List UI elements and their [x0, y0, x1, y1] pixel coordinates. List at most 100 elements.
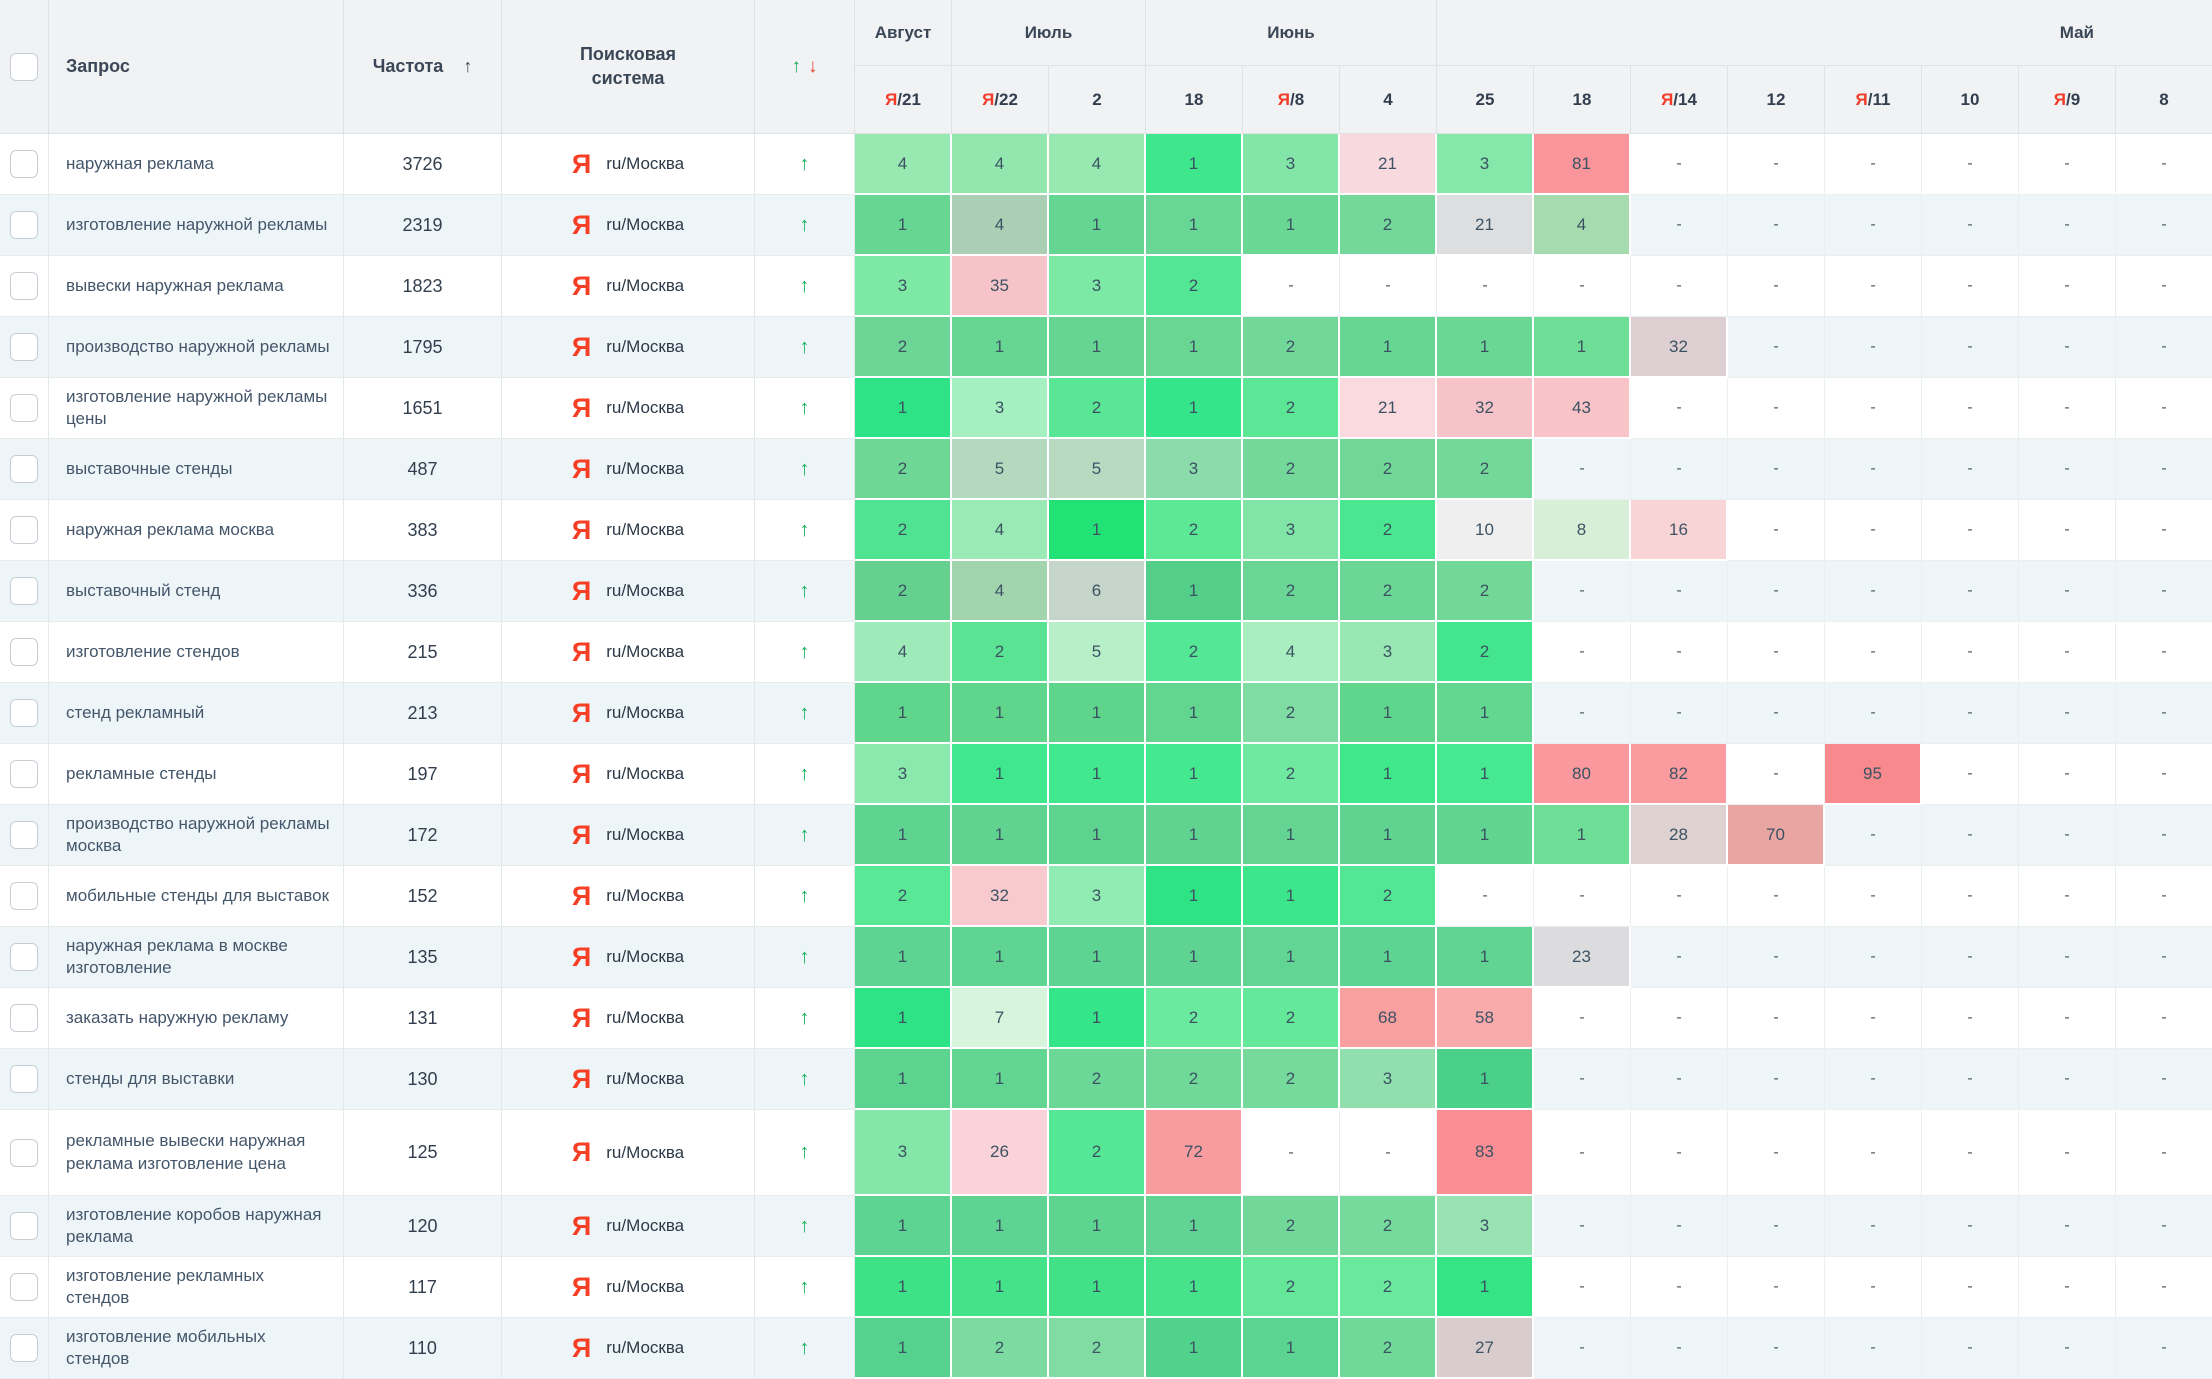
- query-cell[interactable]: выставочные стенды: [49, 439, 344, 500]
- date-column-header[interactable]: 12: [1728, 66, 1825, 134]
- trend-cell: ↑: [755, 134, 855, 195]
- row-checkbox[interactable]: [10, 821, 38, 849]
- frequency-cell: 110: [344, 1318, 502, 1379]
- query-cell[interactable]: выставочный стенд: [49, 561, 344, 622]
- query-cell[interactable]: изготовление коробов наружная реклама: [49, 1196, 344, 1257]
- query-cell[interactable]: мобильные стенды для выставок: [49, 866, 344, 927]
- date-column-header[interactable]: 25: [1437, 66, 1534, 134]
- row-checkbox[interactable]: [10, 516, 38, 544]
- date-column-header[interactable]: Я/9: [2019, 66, 2116, 134]
- query-cell[interactable]: наружная реклама москва: [49, 500, 344, 561]
- row-checkbox[interactable]: [10, 272, 38, 300]
- trend-cell: ↑: [755, 622, 855, 683]
- date-column-header[interactable]: Я/14: [1631, 66, 1728, 134]
- query-cell[interactable]: производство наружной рекламы москва: [49, 805, 344, 866]
- query-cell[interactable]: наружная реклама: [49, 134, 344, 195]
- row-checkbox[interactable]: [10, 211, 38, 239]
- frequency-cell: 1795: [344, 317, 502, 378]
- query-cell[interactable]: изготовление мобильных стендов: [49, 1318, 344, 1379]
- query-cell[interactable]: стенд рекламный: [49, 683, 344, 744]
- row-checkbox[interactable]: [10, 1273, 38, 1301]
- trend-cell: ↑: [755, 866, 855, 927]
- frequency-cell: 117: [344, 1257, 502, 1318]
- position-cell: 1: [952, 317, 1049, 378]
- position-cell: 1: [855, 927, 952, 988]
- row-checkbox[interactable]: [10, 699, 38, 727]
- query-cell[interactable]: изготовление стендов: [49, 622, 344, 683]
- position-cell: 3: [1340, 622, 1437, 683]
- position-cell: 1: [1340, 744, 1437, 805]
- query-cell[interactable]: вывески наружная реклама: [49, 256, 344, 317]
- date-column-header[interactable]: 18: [1146, 66, 1243, 134]
- date-column-header[interactable]: 4: [1340, 66, 1437, 134]
- column-header-query[interactable]: Запрос: [49, 0, 344, 134]
- row-checkbox[interactable]: [10, 760, 38, 788]
- position-cell: -: [1825, 988, 1922, 1049]
- position-cell: -: [2116, 1318, 2212, 1379]
- query-cell[interactable]: рекламные стенды: [49, 744, 344, 805]
- row-checkbox[interactable]: [10, 1065, 38, 1093]
- row-checkbox[interactable]: [10, 333, 38, 361]
- row-checkbox[interactable]: [10, 1138, 38, 1167]
- query-cell[interactable]: производство наружной рекламы: [49, 317, 344, 378]
- position-cell: 2: [1243, 988, 1340, 1049]
- date-column-header[interactable]: 10: [1922, 66, 2019, 134]
- date-column-header[interactable]: Я/22: [952, 66, 1049, 134]
- row-checkbox[interactable]: [10, 943, 38, 971]
- yandex-letter-icon: Я: [1661, 89, 1674, 109]
- position-cell: 2: [855, 866, 952, 927]
- position-cell: -: [1922, 1318, 2019, 1379]
- position-cell: 1: [855, 805, 952, 866]
- position-cell: -: [1534, 1318, 1631, 1379]
- query-cell[interactable]: рекламные вывески наружная реклама изгот…: [49, 1110, 344, 1196]
- row-checkbox[interactable]: [10, 1334, 38, 1362]
- position-cell: -: [1825, 1196, 1922, 1257]
- sort-ascending-icon: ↑: [463, 56, 473, 76]
- position-cell: -: [1340, 256, 1437, 317]
- position-cell: 1: [1243, 866, 1340, 927]
- position-cell: -: [1922, 927, 2019, 988]
- date-column-header[interactable]: Я/8: [1243, 66, 1340, 134]
- position-cell: -: [1922, 317, 2019, 378]
- row-checkbox[interactable]: [10, 150, 38, 178]
- date-column-header[interactable]: Я/21: [855, 66, 952, 134]
- column-header-trend[interactable]: ↑ ↓: [755, 0, 855, 134]
- position-cell: -: [1631, 866, 1728, 927]
- query-cell[interactable]: стенды для выставки: [49, 1049, 344, 1110]
- yandex-icon: Я: [571, 575, 592, 606]
- row-checkbox[interactable]: [10, 1212, 38, 1240]
- position-cell: -: [1631, 1049, 1728, 1110]
- column-header-frequency[interactable]: Частота ↑: [344, 0, 502, 134]
- query-cell[interactable]: изготовление рекламных стендов: [49, 1257, 344, 1318]
- row-checkbox[interactable]: [10, 394, 38, 422]
- position-cell: -: [1825, 805, 1922, 866]
- search-engine-label: ru/Москва: [606, 947, 685, 966]
- query-cell[interactable]: заказать наружную рекламу: [49, 988, 344, 1049]
- position-cell: -: [1922, 866, 2019, 927]
- date-column-header[interactable]: 8: [2116, 66, 2212, 134]
- position-cell: 1: [1437, 1257, 1534, 1318]
- date-column-header[interactable]: Я/11: [1825, 66, 1922, 134]
- query-cell[interactable]: изготовление наружной рекламы: [49, 195, 344, 256]
- row-checkbox[interactable]: [10, 638, 38, 666]
- query-cell[interactable]: наружная реклама в москве изготовление: [49, 927, 344, 988]
- row-checkbox[interactable]: [10, 455, 38, 483]
- position-cell: 1: [1146, 195, 1243, 256]
- position-cell: -: [1825, 378, 1922, 439]
- position-cell: 2: [1340, 500, 1437, 561]
- row-checkbox[interactable]: [10, 1004, 38, 1032]
- row-checkbox[interactable]: [10, 882, 38, 910]
- select-all-checkbox[interactable]: [10, 52, 38, 81]
- position-cell: -: [2019, 378, 2116, 439]
- search-engine-label: ru/Москва: [606, 215, 685, 234]
- date-column-header[interactable]: 2: [1049, 66, 1146, 134]
- position-cell: 32: [1631, 317, 1728, 378]
- row-checkbox[interactable]: [10, 577, 38, 605]
- date-column-header[interactable]: 18: [1534, 66, 1631, 134]
- position-cell: -: [1728, 683, 1825, 744]
- query-cell[interactable]: изготовление наружной рекламы цены: [49, 378, 344, 439]
- position-cell: 2: [855, 317, 952, 378]
- position-cell: -: [1631, 988, 1728, 1049]
